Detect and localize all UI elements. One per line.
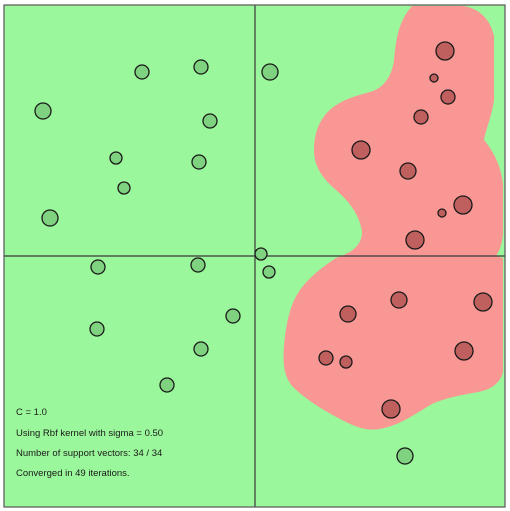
negative-data-point[interactable] (89, 321, 105, 337)
positive-data-point[interactable] (473, 292, 493, 312)
negative-data-point[interactable] (109, 151, 123, 165)
positive-data-point[interactable] (339, 305, 357, 323)
negative-data-point[interactable] (191, 154, 207, 170)
negative-data-point[interactable] (396, 447, 414, 465)
positive-data-point[interactable] (405, 230, 425, 250)
negative-data-point[interactable] (41, 209, 59, 227)
negative-data-point[interactable] (159, 377, 175, 393)
negative-data-point[interactable] (117, 181, 131, 195)
converged-text: Converged in 49 iterations. (16, 468, 130, 479)
positive-data-point[interactable] (429, 73, 439, 83)
negative-data-point[interactable] (134, 64, 150, 80)
negative-data-point[interactable] (202, 113, 218, 129)
info-panel: C = 1.0 Using Rbf kernel with sigma = 0.… (16, 407, 163, 479)
positive-data-point[interactable] (318, 350, 334, 366)
negative-data-point[interactable] (34, 102, 52, 120)
positive-data-point[interactable] (351, 140, 371, 160)
positive-data-point[interactable] (453, 195, 473, 215)
positive-data-point[interactable] (435, 41, 455, 61)
positive-data-point[interactable] (399, 162, 417, 180)
negative-data-point[interactable] (254, 247, 268, 261)
negative-data-point[interactable] (193, 341, 209, 357)
kernel-text: Using Rbf kernel with sigma = 0.50 (16, 428, 163, 439)
positive-decision-region (283, 6, 503, 430)
negative-data-point[interactable] (225, 308, 241, 324)
negative-data-point[interactable] (90, 259, 106, 275)
c-value-text: C = 1.0 (16, 407, 47, 418)
data-points-layer[interactable] (34, 41, 493, 465)
positive-data-point[interactable] (390, 291, 408, 309)
negative-data-point[interactable] (262, 265, 276, 279)
positive-data-point[interactable] (381, 399, 401, 419)
plot-frame (3, 4, 506, 508)
positive-data-point[interactable] (339, 355, 353, 369)
positive-data-point[interactable] (413, 109, 429, 125)
positive-data-point[interactable] (440, 89, 456, 105)
negative-data-point[interactable] (190, 257, 206, 273)
negative-data-point[interactable] (193, 59, 209, 75)
positive-data-point[interactable] (454, 341, 474, 361)
positive-data-point[interactable] (437, 208, 447, 218)
negative-data-point[interactable] (261, 63, 279, 81)
support-vectors-text: Number of support vectors: 34 / 34 (16, 448, 162, 459)
